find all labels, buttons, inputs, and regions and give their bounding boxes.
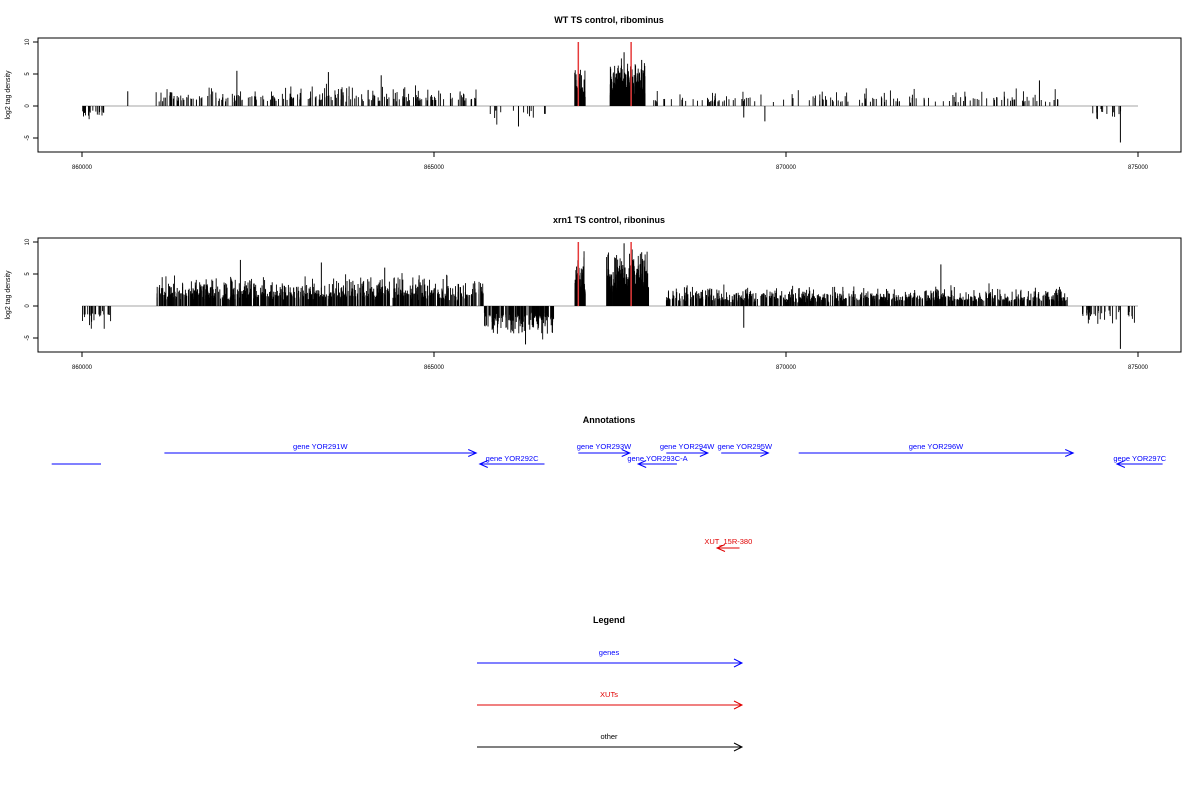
annotation-label: gene YOR296W: [909, 442, 964, 451]
annotation-label: gene YOR291W: [293, 442, 348, 451]
annotation-label: gene YOR293C-A: [627, 454, 687, 463]
wt-track-panel: WT TS control, ribominus log2 tag densit…: [5, 15, 1182, 171]
legend: Legend genes XUTs other: [477, 615, 744, 752]
annotation-feature: gene YOR294W: [660, 442, 715, 457]
annotation-label: gene YOR294W: [660, 442, 715, 451]
wt-track-title: WT TS control, ribominus: [554, 15, 664, 25]
wt-x-axis: 860000 865000 870000 875000: [72, 151, 1149, 171]
annotation-feature: gene YOR292C: [478, 454, 545, 468]
wt-bars: [82, 52, 1122, 143]
wt-y-axis: 10 5 0 -5: [25, 38, 39, 141]
xrn1-track-panel: xrn1 TS control, riboninus log2 tag dens…: [5, 215, 1182, 371]
annotation-feature: gene YOR291W: [164, 442, 478, 457]
annotation-feature: XUT_15R-380: [704, 537, 752, 552]
wt-y-tick-label-10: 10: [25, 38, 31, 45]
annotation-feature: gene YOR296W: [798, 442, 1075, 457]
xrn1-y-tick-label-0: 0: [25, 304, 31, 308]
wt-y-tick-label-neg5: -5: [25, 135, 31, 141]
wt-y-tick-label-0: 0: [25, 104, 31, 108]
legend-arrowhead-other: [733, 742, 744, 752]
wt-x-tick-label-870000: 870000: [776, 165, 797, 171]
wt-x-tick-label-860000: 860000: [72, 165, 93, 171]
xrn1-x-axis: 860000 865000 870000 875000: [72, 351, 1149, 371]
annotation-arrowhead: [468, 449, 478, 457]
wt-y-axis-label: log2 tag density: [5, 70, 12, 120]
annotation-label: gene YOR293W: [577, 442, 632, 451]
xrn1-x-tick-label-875000: 875000: [1128, 365, 1149, 371]
wt-x-tick-label-865000: 865000: [424, 165, 445, 171]
xrn1-y-axis-label: log2 tag density: [5, 270, 12, 320]
annotation-arrowhead: [636, 460, 647, 468]
xrn1-track-title: xrn1 TS control, riboninus: [553, 215, 665, 225]
annotation-arrowhead: [1065, 449, 1075, 457]
legend-label-other: other: [600, 732, 618, 741]
xrn1-y-axis: 10 5 0 -5: [25, 238, 39, 341]
annotation-arrowhead: [478, 460, 488, 468]
legend-label-genes: genes: [599, 648, 620, 657]
legend-item-genes: genes: [477, 648, 744, 668]
annotation-feature: gene YOR293W: [577, 442, 632, 457]
xrn1-x-tick-label-860000: 860000: [72, 365, 93, 371]
wt-y-tick-label-5: 5: [25, 72, 31, 76]
wt-x-tick-label-875000: 875000: [1128, 165, 1149, 171]
wt-highlight-bars: [577, 42, 632, 106]
annotation-label: gene YOR292C: [486, 454, 539, 463]
annotation-feature: gene YOR295W: [718, 442, 773, 457]
legend-arrowhead-xuts: [733, 700, 744, 710]
legend-title: Legend: [593, 615, 625, 625]
annotation-features: gene YOR291W gene YOR292C gene YOR293W gene…: [51, 442, 1167, 552]
xrn1-y-tick-label-10: 10: [25, 238, 31, 245]
annotations-title: Annotations: [583, 415, 636, 425]
xrn1-x-tick-label-865000: 865000: [424, 365, 445, 371]
annotation-label: XUT_15R-380: [704, 537, 752, 546]
annotation-label: gene YOR295W: [718, 442, 773, 451]
xrn1-highlight-bars: [577, 242, 632, 306]
annotation-arrowhead: [760, 449, 770, 457]
annotation-feature: gene YOR297C: [1113, 454, 1167, 468]
legend-arrowhead-genes: [733, 658, 744, 668]
legend-item-other: other: [477, 732, 744, 752]
annotation-arrowhead: [621, 449, 631, 457]
annotation-arrowhead: [715, 544, 726, 552]
xrn1-bars: [82, 243, 1135, 349]
annotation-feature: gene YOR293C-A: [627, 454, 688, 468]
annotation-label: gene YOR297C: [1113, 454, 1166, 463]
legend-label-xuts: XUTs: [600, 690, 618, 699]
annotation-arrowhead: [1115, 460, 1126, 468]
annotation-arrowhead: [699, 449, 710, 457]
xrn1-y-tick-label-neg5: -5: [25, 335, 31, 341]
legend-item-xuts: XUTs: [477, 690, 744, 710]
xrn1-y-tick-label-5: 5: [25, 272, 31, 276]
xrn1-x-tick-label-870000: 870000: [776, 365, 797, 371]
